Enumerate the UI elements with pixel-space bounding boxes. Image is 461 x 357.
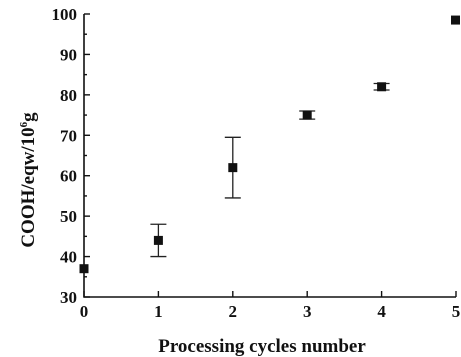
y-tick-label: 70 xyxy=(60,126,77,145)
axis-frame xyxy=(83,14,456,298)
data-point xyxy=(153,235,163,245)
x-tick-label: 4 xyxy=(377,302,386,321)
y-axis-label-superscript: 6 xyxy=(18,121,30,127)
data-points xyxy=(79,15,460,274)
x-tick-label: 0 xyxy=(80,302,89,321)
y-axis-label-suffix: g xyxy=(18,112,39,122)
y-tick-label: 100 xyxy=(52,5,78,24)
data-point xyxy=(377,82,387,92)
y-axis-label-main: COOH/eqw/10 xyxy=(18,127,39,247)
x-axis-label: Processing cycles number xyxy=(158,336,366,357)
data-point xyxy=(228,163,238,173)
x-tick-label: 3 xyxy=(303,302,312,321)
data-point xyxy=(79,264,89,274)
y-tick-label: 80 xyxy=(60,86,77,105)
data-point xyxy=(302,110,312,120)
x-tick-label: 2 xyxy=(229,302,238,321)
error-bars xyxy=(150,82,390,258)
y-tick-label: 50 xyxy=(60,207,77,226)
y-axis-label: COOH/eqw/106g xyxy=(18,112,39,248)
x-tick-label: 1 xyxy=(154,302,163,321)
y-tick-label: 30 xyxy=(60,288,77,307)
x-tick-label: 5 xyxy=(452,302,461,321)
y-tick-label: 40 xyxy=(60,248,77,267)
data-point xyxy=(451,15,460,25)
y-tick-label: 60 xyxy=(60,167,77,186)
x-axis-ticks: 0 1 2 3 4 5 xyxy=(80,291,461,321)
y-tick-label: 90 xyxy=(60,45,77,64)
y-axis-ticks: 30 40 50 60 70 80 90 100 xyxy=(52,5,90,307)
plot-area xyxy=(83,14,456,298)
